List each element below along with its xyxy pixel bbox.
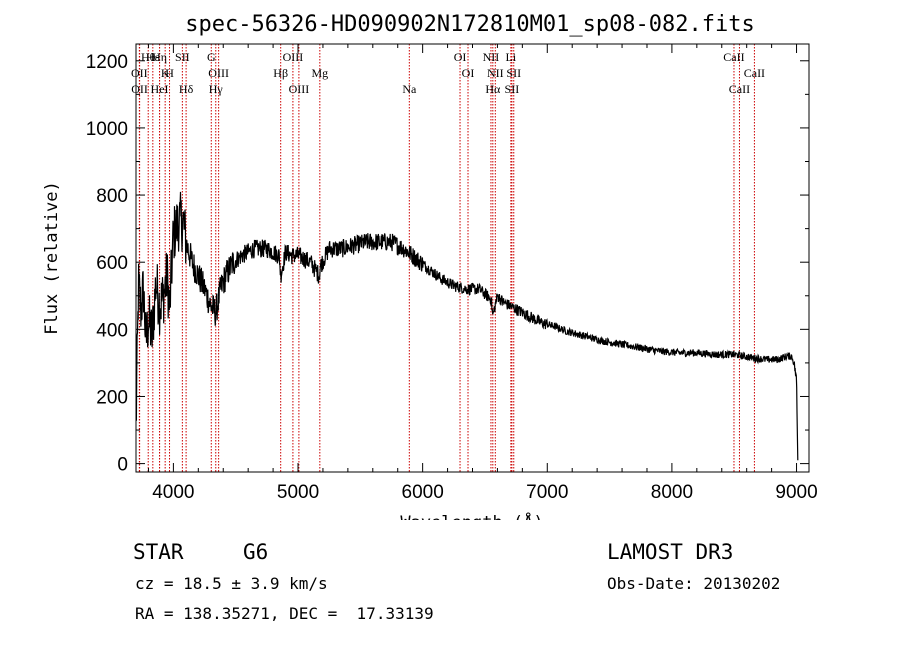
- spectral-line-label: Hα: [485, 82, 501, 96]
- y-tick-label: 1200: [86, 52, 128, 73]
- spectrum-chart: spec-56326-HD090902N172810M01_sp08-082.f…: [42, 12, 818, 520]
- spectral-line-label: NII: [487, 66, 504, 80]
- redshift-velocity: cz = 18.5 ± 3.9 km/s: [135, 574, 328, 593]
- spectral-line-label: Hδ: [179, 82, 194, 96]
- y-tick-label: 800: [96, 186, 128, 207]
- spectral-line-label: Mg: [311, 66, 328, 80]
- spectral-line-label: NII: [483, 50, 500, 64]
- spectral-line-label: Hγ: [209, 82, 224, 96]
- x-axis-ticks: 4000 5000 6000 7000 8000 9000: [147, 44, 818, 503]
- spectral-line-label: Hβ: [273, 66, 288, 80]
- spectral-line-label: OIII: [283, 50, 304, 64]
- spectral-line-label: HeI: [151, 82, 169, 96]
- chart-title: spec-56326-HD090902N172810M01_sp08-082.f…: [185, 12, 755, 37]
- spectral-line-label: CaII: [723, 50, 744, 64]
- spectrum-line: [135, 191, 799, 461]
- spectral-line-label: OIII: [289, 82, 310, 96]
- sky-coordinates: RA = 138.35271, DEC = 17.33139: [135, 604, 434, 623]
- y-tick-label: 1000: [86, 119, 128, 140]
- y-axis-label: Flux (relative): [42, 181, 62, 335]
- spectral-line-label: OI: [462, 66, 475, 80]
- spectral-line-label: Li: [506, 50, 517, 64]
- survey-name: LAMOST DR3: [607, 540, 734, 564]
- spectral-line-label: SII: [175, 50, 190, 64]
- object-subclass: G6: [243, 540, 269, 564]
- x-tick-label: 8000: [651, 482, 693, 503]
- x-tick-label: 5000: [277, 482, 319, 503]
- x-tick-label: 9000: [775, 482, 817, 503]
- y-tick-label: 600: [96, 253, 128, 274]
- spectral-line-label: CaII: [744, 66, 765, 80]
- x-axis-label: Wavelength (Å): [400, 511, 543, 520]
- spectral-line-label: SII: [506, 66, 521, 80]
- spectral-line-labels: HθOIIOIIHεKHeIHηHHδSIIOIIIHγGHβOIIIOIIIM…: [131, 50, 765, 96]
- y-tick-label: 0: [117, 455, 128, 476]
- x-tick-label: 7000: [526, 482, 568, 503]
- spectral-line-label: H: [165, 66, 174, 80]
- observation-date: Obs-Date: 20130202: [607, 574, 781, 593]
- spectral-line-markers: [138, 44, 755, 472]
- y-axis-ticks: 0 200 400 600 800 1000 1200: [86, 52, 809, 476]
- spectral-line-label: OII: [131, 66, 148, 80]
- spectral-line-label: OIII: [208, 66, 229, 80]
- spectral-line-label: G: [207, 50, 216, 64]
- spectral-line-label: CaII: [729, 82, 750, 96]
- spectral-line-label: K: [161, 66, 170, 80]
- spectral-line-label: Hη: [152, 50, 167, 64]
- object-class: STAR: [133, 540, 184, 564]
- y-tick-label: 200: [96, 387, 128, 408]
- y-tick-label: 400: [96, 320, 128, 341]
- spectral-line-label: OII: [131, 82, 148, 96]
- spectral-line-label: SII: [505, 82, 520, 96]
- spectral-line-label: OI: [454, 50, 467, 64]
- x-tick-label: 4000: [152, 482, 194, 503]
- spectral-line-label: Na: [402, 82, 417, 96]
- x-tick-label: 6000: [402, 482, 444, 503]
- spectral-line-label: Hε: [146, 50, 160, 64]
